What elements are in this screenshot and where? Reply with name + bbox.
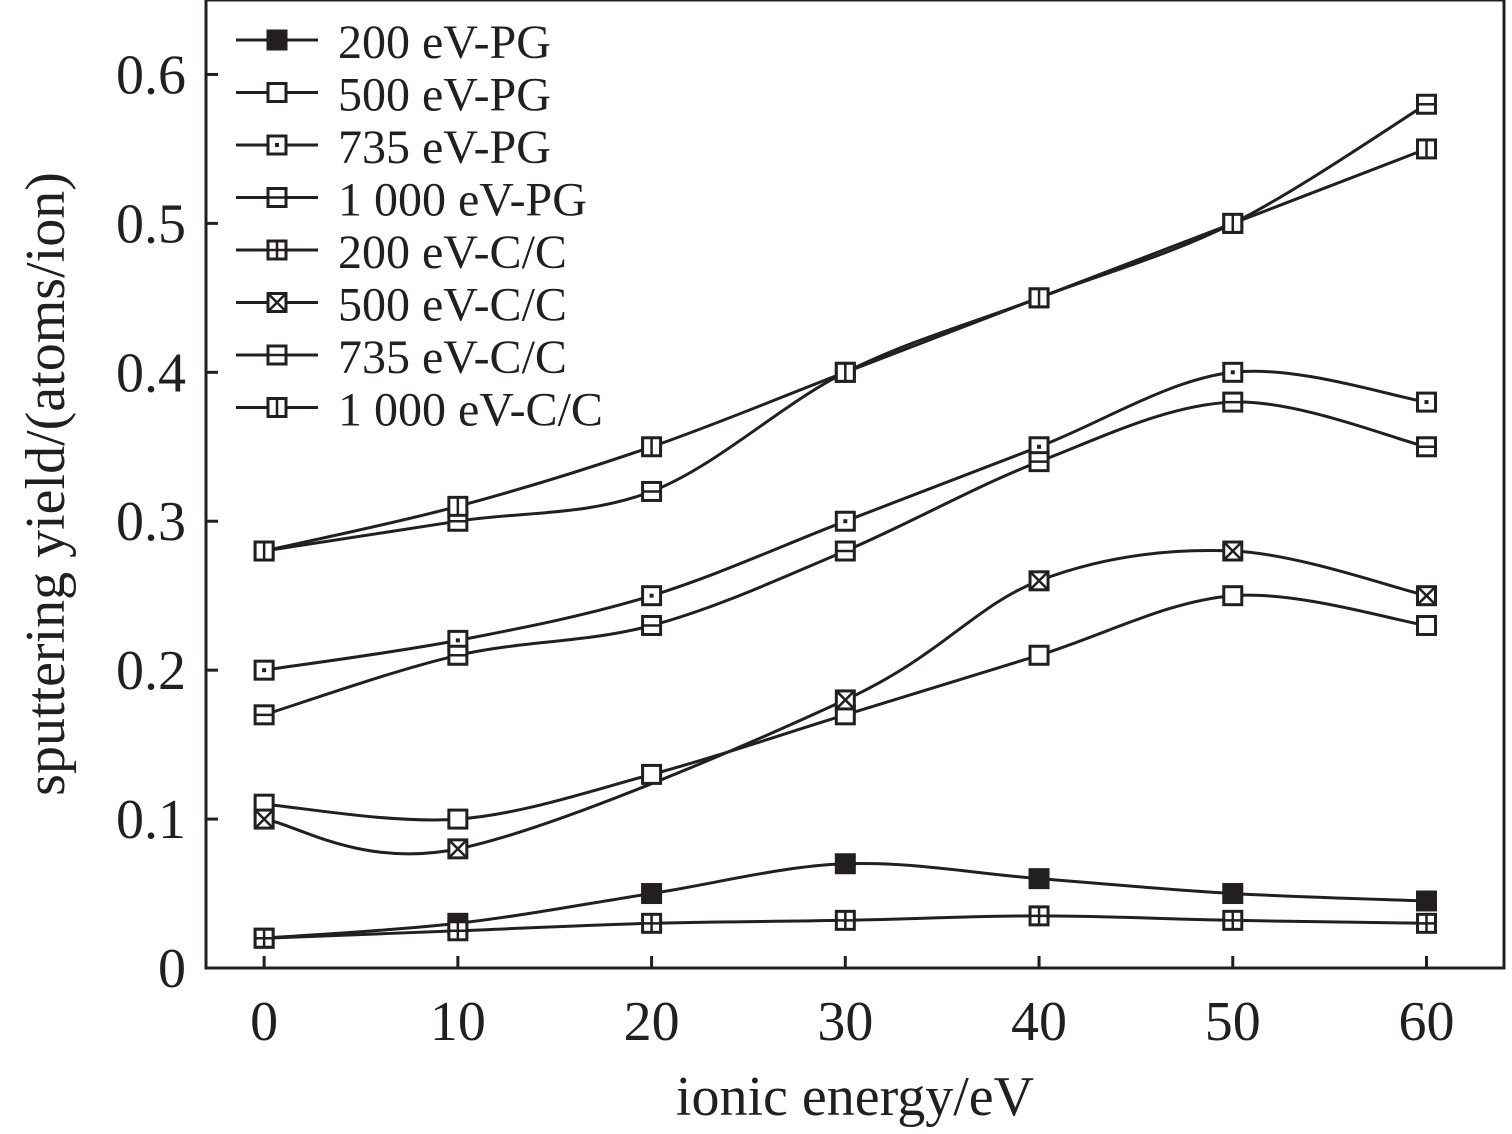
y-tick-label: 0.2 — [116, 640, 186, 702]
x-tick-label: 20 — [624, 991, 680, 1053]
data-point-1-000-ev-pg-3 — [834, 540, 856, 562]
data-point-1-000-ev-c-c-3 — [834, 361, 856, 383]
data-point-1-000-ev-c-c-1 — [447, 495, 469, 517]
legend-label: 200 eV-PG — [338, 16, 551, 69]
data-point-735-ev-pg-0 — [253, 659, 275, 681]
data-point-500-ev-pg-6 — [1416, 614, 1438, 636]
data-point-1-000-ev-pg-6 — [1416, 436, 1438, 458]
legend-marker — [266, 29, 288, 51]
legend-label: 735 eV-C/C — [338, 331, 567, 384]
data-point-200-ev-c-c-0 — [253, 927, 275, 949]
data-point-200-ev-pg-5 — [1222, 883, 1244, 905]
legend-item-1-000-ev-c-c: 1 000 eV-C/C — [236, 384, 603, 437]
data-point-200-ev-c-c-3 — [834, 909, 856, 931]
plot-frame — [204, 0, 1506, 970]
data-point-500-ev-pg-1 — [447, 808, 469, 830]
legend-label: 735 eV-PG — [338, 121, 551, 174]
data-point-1-000-ev-c-c-0 — [253, 540, 275, 562]
legend-label: 500 eV-C/C — [338, 279, 567, 332]
data-point-1-000-ev-pg-2 — [641, 614, 663, 636]
legend-item-200-ev-pg: 200 eV-PG — [236, 16, 551, 69]
x-tick-label: 10 — [430, 991, 486, 1053]
data-point-1-000-ev-c-c-4 — [1028, 287, 1050, 309]
data-point-500-ev-pg-5 — [1222, 585, 1244, 607]
y-tick-label: 0.5 — [116, 193, 186, 255]
legend-item-735-ev-c-c: 735 eV-C/C — [236, 331, 567, 384]
data-point-500-ev-c-c-5 — [1416, 585, 1438, 607]
y-tick-label: 0.4 — [116, 342, 186, 404]
legend-marker — [266, 239, 288, 261]
data-point-1-000-ev-pg-5 — [1222, 391, 1244, 413]
legend-item-735-ev-pg: 735 eV-PG — [236, 121, 551, 174]
data-point-500-ev-c-c-1 — [447, 838, 469, 860]
y-tick-label: 0.6 — [116, 44, 186, 106]
data-point-200-ev-c-c-4 — [1028, 905, 1050, 927]
data-point-1-000-ev-c-c-2 — [641, 436, 663, 458]
data-point-200-ev-pg-4 — [1028, 868, 1050, 890]
data-point-200-ev-c-c-1 — [447, 920, 469, 942]
data-point-500-ev-c-c-4 — [1222, 540, 1244, 562]
legend-marker — [266, 344, 288, 366]
data-point-200-ev-c-c-2 — [641, 912, 663, 934]
data-point-735-ev-c-c-6 — [1416, 93, 1438, 115]
data-point-735-ev-pg-6 — [1416, 391, 1438, 413]
data-point-200-ev-pg-3 — [834, 853, 856, 875]
data-point-735-ev-pg-2 — [641, 585, 663, 607]
data-point-735-ev-pg-3 — [834, 510, 856, 532]
data-point-735-ev-c-c-2 — [641, 480, 663, 502]
x-tick-label: 0 — [250, 991, 278, 1053]
y-tick-label: 0.1 — [116, 789, 186, 851]
data-point-500-ev-c-c-2 — [834, 689, 856, 711]
data-point-500-ev-c-c-0 — [253, 808, 275, 830]
legend-marker — [266, 134, 288, 156]
x-tick-label: 30 — [817, 991, 873, 1053]
legend-item-1-000-ev-pg: 1 000 eV-PG — [236, 174, 587, 227]
legend-marker — [266, 397, 288, 418]
data-point-500-ev-c-c-3 — [1028, 570, 1050, 592]
legend-label: 200 eV-C/C — [338, 226, 567, 279]
x-axis-label: ionic energy/eV — [676, 1066, 1034, 1128]
data-point-1-000-ev-pg-4 — [1028, 451, 1050, 473]
legend-item-500-ev-c-c: 500 eV-C/C — [236, 279, 567, 332]
y-tick-label: 0 — [158, 938, 186, 1000]
x-axis: 0 10 20 30 40 50 60 — [250, 956, 1455, 1053]
data-point-500-ev-pg-4 — [1028, 644, 1050, 666]
legend-item-500-ev-pg: 500 eV-PG — [236, 69, 551, 122]
legend-label: 1 000 eV-C/C — [338, 384, 603, 437]
data-point-1-000-ev-pg-0 — [253, 704, 275, 726]
x-tick-label: 40 — [1011, 991, 1067, 1053]
data-point-500-ev-pg-2 — [641, 763, 663, 785]
legend-marker — [266, 187, 288, 208]
data-point-200-ev-pg-2 — [641, 883, 663, 905]
data-point-1-000-ev-c-c-5 — [1222, 212, 1244, 234]
data-point-200-ev-c-c-6 — [1416, 912, 1438, 934]
plot-markers — [253, 93, 1438, 949]
legend-label: 1 000 eV-PG — [338, 174, 587, 227]
data-point-735-ev-pg-5 — [1222, 361, 1244, 383]
data-point-1-000-ev-pg-1 — [447, 644, 469, 666]
data-point-200-ev-pg-6 — [1416, 890, 1438, 912]
x-tick-label: 50 — [1205, 991, 1261, 1053]
x-tick-label: 60 — [1399, 991, 1455, 1053]
data-point-200-ev-c-c-5 — [1222, 909, 1244, 931]
data-point-1-000-ev-c-c-6 — [1416, 138, 1438, 160]
legend-marker — [266, 292, 288, 313]
y-axis-label: sputtering yield/(atoms/ion) — [15, 172, 77, 796]
legend-marker — [266, 82, 288, 103]
legend-item-200-ev-c-c: 200 eV-C/C — [236, 226, 567, 279]
y-tick-label: 0.3 — [116, 491, 186, 553]
legend-label: 500 eV-PG — [338, 69, 551, 122]
y-axis: 0 0.1 0.2 0.3 0.4 0.5 0.6 — [116, 44, 218, 1000]
